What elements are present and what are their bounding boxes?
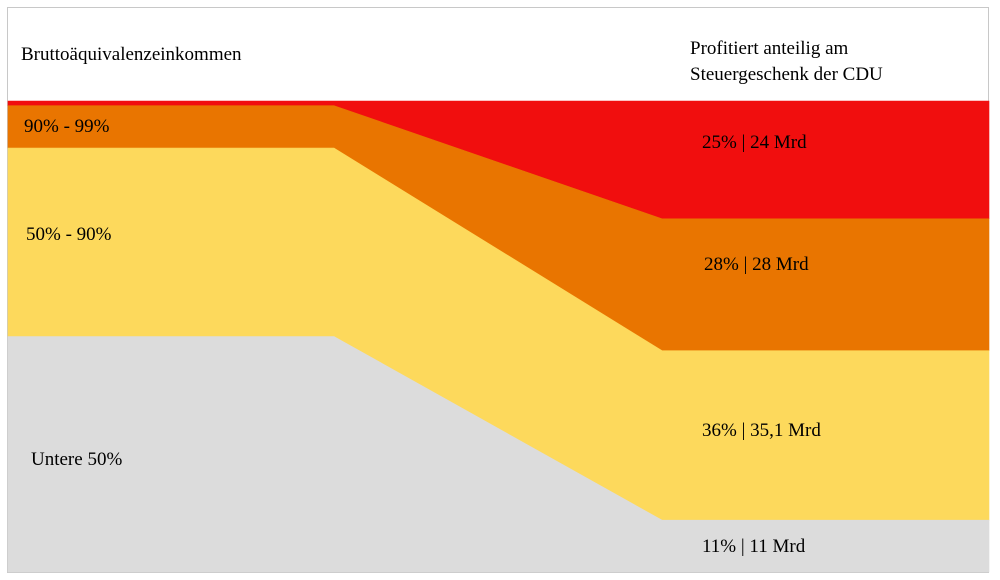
group-label-untere-50: Untere 50% bbox=[31, 449, 123, 470]
benefit-label-top: 25% | 24 Mrd bbox=[702, 132, 807, 153]
group-label-50-90: 50% - 90% bbox=[26, 224, 112, 245]
left-header: Bruttoäquivalenzeinkommen bbox=[21, 44, 242, 65]
benefit-label-untere-50: 11% | 11 Mrd bbox=[702, 536, 806, 557]
right-header-line1: Profitiert anteilig am bbox=[690, 38, 849, 59]
right-header: Profitiert anteilig am Steuergeschenk de… bbox=[690, 36, 883, 88]
band-untere-50 bbox=[7, 336, 990, 573]
benefit-label-90-99: 28% | 28 Mrd bbox=[704, 254, 809, 275]
group-label-90-99: 90% - 99% bbox=[24, 116, 110, 137]
benefit-label-50-90: 36% | 35,1 Mrd bbox=[702, 420, 821, 441]
right-header-line2: Steuergeschenk der CDU bbox=[690, 64, 883, 85]
